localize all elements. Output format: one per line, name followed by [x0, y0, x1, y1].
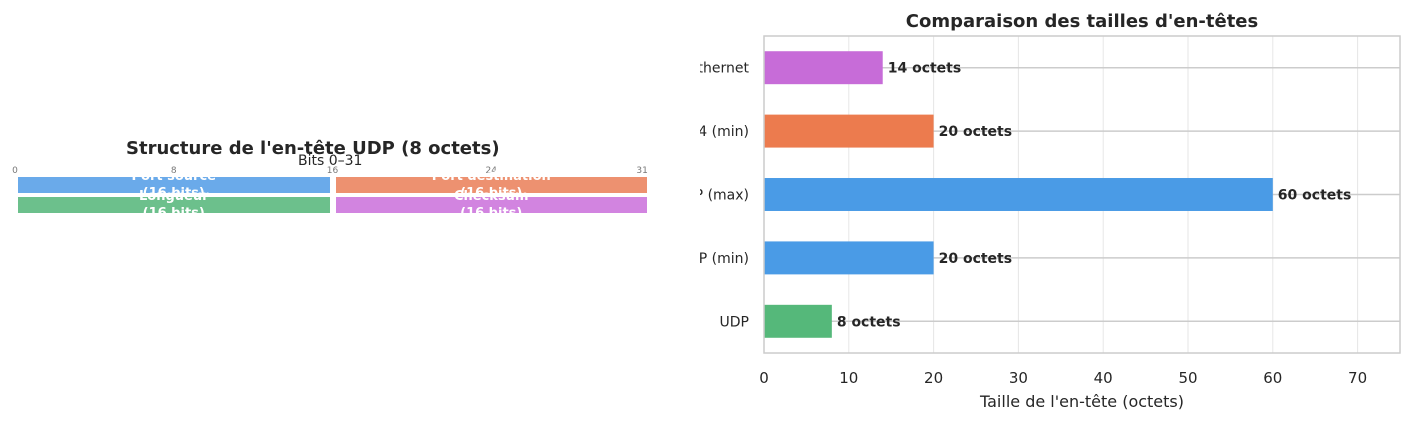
header-field: Longueur (16 bits) [18, 189, 330, 221]
bar-value-label: 20 octets [939, 251, 1013, 267]
bar-value-label: 60 octets [1278, 188, 1352, 204]
udp-diagram-subtitle: Bits 0–31 [298, 153, 363, 169]
y-tick-label: TCP (max) [700, 188, 749, 204]
bar [764, 178, 1273, 211]
y-tick-label: IPv4 (min) [700, 124, 749, 140]
x-tick-label: 50 [1178, 369, 1197, 387]
header-size-chart: Comparaison des tailles d'en-têtes 8 octe… [676, 0, 1412, 422]
bar [764, 114, 934, 148]
y-tick-label: UDP [720, 314, 749, 330]
x-tick-label: 10 [839, 369, 858, 387]
udp-header-diagram: Structure de l'en-tête UDP (8 octets) Bi… [0, 0, 700, 422]
x-tick-label: 30 [1009, 369, 1028, 387]
x-tick-label: 70 [1348, 369, 1367, 387]
bit-tick-label: 31 [636, 166, 648, 176]
y-tick-label: TCP (min) [700, 251, 749, 267]
bar [764, 241, 934, 275]
plot-frame [763, 35, 1401, 354]
bar [764, 304, 832, 338]
bar-value-label: 8 octets [837, 314, 901, 330]
bar-value-label: 20 octets [939, 124, 1013, 140]
bar-chart-svg: Comparaison des tailles d'en-têtes 8 octe… [676, 11, 1401, 411]
x-tick-label: 60 [1263, 369, 1282, 387]
header-field: Checksum (16 bits) [335, 189, 647, 221]
y-tick-label: Ethernet [700, 61, 750, 77]
bar-chart-title: Comparaison des tailles d'en-têtes [906, 11, 1258, 32]
x-tick-label: 0 [759, 369, 769, 387]
udp-diagram-title: Structure de l'en-tête UDP (8 octets) [126, 138, 500, 159]
x-tick-label: 40 [1094, 369, 1113, 387]
bar-value-label: 14 octets [888, 61, 962, 77]
bit-tick-label: 0 [12, 166, 18, 176]
bit-tick-label: 24 [485, 166, 497, 176]
x-axis-label: Taille de l'en-tête (octets) [979, 392, 1184, 411]
bit-tick-label: 8 [170, 166, 177, 176]
bit-tick-label: 16 [326, 166, 339, 176]
x-tick-label: 20 [924, 369, 943, 387]
bar [764, 51, 883, 85]
